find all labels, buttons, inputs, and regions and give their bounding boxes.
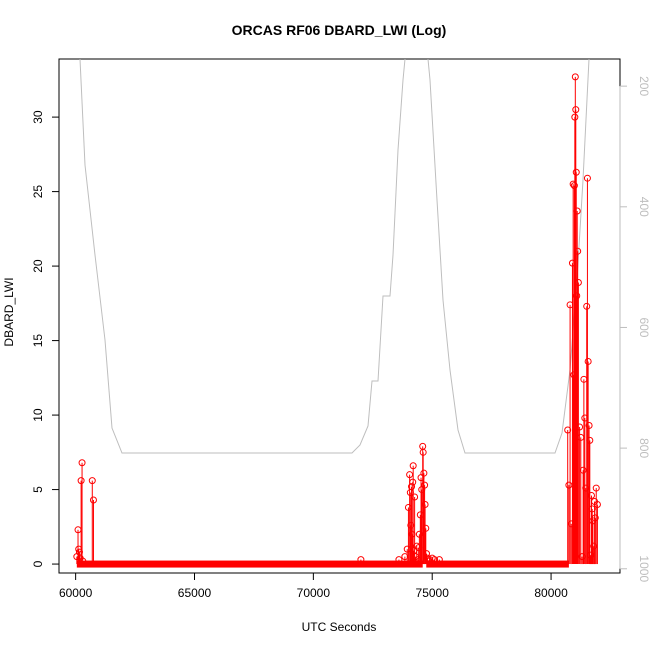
data-layer [73,73,601,568]
y-tick-label: 20 [31,259,45,273]
plot-frame [58,58,621,574]
data-point [576,423,584,431]
data-point [79,557,87,565]
data-point [89,496,97,504]
data-point [564,426,572,434]
data-point [431,556,439,564]
y2-tick-label: 1000 [637,555,650,582]
data-point [570,182,578,190]
data-point [435,556,443,564]
zero-baseline-band-1 [76,560,423,568]
y-axis-label: DBARD_LWI [2,277,16,346]
data-point [580,375,588,383]
y2-tick-label: 200 [637,76,650,96]
data-point [584,357,592,365]
x-tick-label: 70000 [297,586,331,600]
data-point [403,545,411,553]
chart-title: ORCAS RF06 DBARD_LWI (Log) [232,22,447,38]
data-point [577,433,585,441]
data-point [572,168,580,176]
secondary-profile-line-2 [427,58,590,454]
data-point [583,174,591,182]
data-point [88,477,96,485]
data-point [586,436,594,444]
x-axis-label: UTC Seconds [302,620,377,634]
data-point [583,302,591,310]
data-point [592,484,600,492]
zero-baseline-band-2 [426,560,569,568]
data-point [574,247,582,255]
data-point [74,526,82,534]
data-point [408,483,416,491]
secondary-profile-line-1 [79,58,406,454]
x-tick-label: 75000 [416,586,450,600]
data-point [357,556,365,564]
data-point [587,551,595,559]
data-point [573,292,581,300]
data-point [420,469,428,477]
y2-tick-label: 400 [637,197,650,217]
data-point [75,545,83,553]
x-tick-label: 65000 [178,586,212,600]
data-point [415,544,423,552]
data-point [395,556,403,564]
data-point [421,481,429,489]
data-point [404,503,412,511]
data-point [566,301,574,309]
data-point [407,521,415,529]
x-tick-label: 60000 [59,586,93,600]
data-point [571,73,579,81]
data-point [422,524,430,532]
data-point [567,520,575,528]
data-point [406,471,414,479]
data-point [413,542,421,550]
y-tick-label: 10 [31,408,45,422]
data-point [416,511,424,519]
data-point [591,514,599,522]
data-point [585,422,593,430]
data-point [415,530,423,538]
data-point [569,180,577,188]
x-axis: 60000 65000 70000 75000 80000 [59,572,568,600]
data-point [590,542,598,550]
data-point [423,550,431,558]
x-tick-label: 80000 [534,586,568,600]
data-point [574,278,582,286]
y2-axis: 200 400 600 800 1000 [619,76,650,582]
y-tick-label: 5 [31,486,45,493]
data-point [571,113,579,121]
data-point [578,553,586,561]
data-point [572,106,580,114]
data-point [579,466,587,474]
data-point [570,371,578,379]
data-point [414,556,422,564]
data-point [419,448,427,456]
data-point [408,530,416,538]
data-point [421,500,429,508]
data-point [78,459,86,467]
data-point [565,481,573,489]
y-axis: 0 5 10 15 20 25 30 [31,110,59,567]
data-point [593,500,601,508]
data-point [588,505,596,513]
data-point [411,493,419,501]
y-tick-label: 0 [31,560,45,567]
data-point [409,478,417,486]
data-point [77,477,85,485]
data-point [587,492,595,500]
y-tick-label: 15 [31,334,45,348]
y-tick-label: 30 [31,110,45,124]
data-point [573,207,581,215]
y2-tick-label: 600 [637,317,650,337]
data-point [581,414,589,422]
y-tick-label: 25 [31,185,45,199]
data-point [409,462,417,470]
data-point [401,553,409,561]
secondary-profile-layer [79,58,590,454]
data-point [582,484,590,492]
y2-tick-label: 800 [637,438,650,458]
data-point [568,259,576,267]
